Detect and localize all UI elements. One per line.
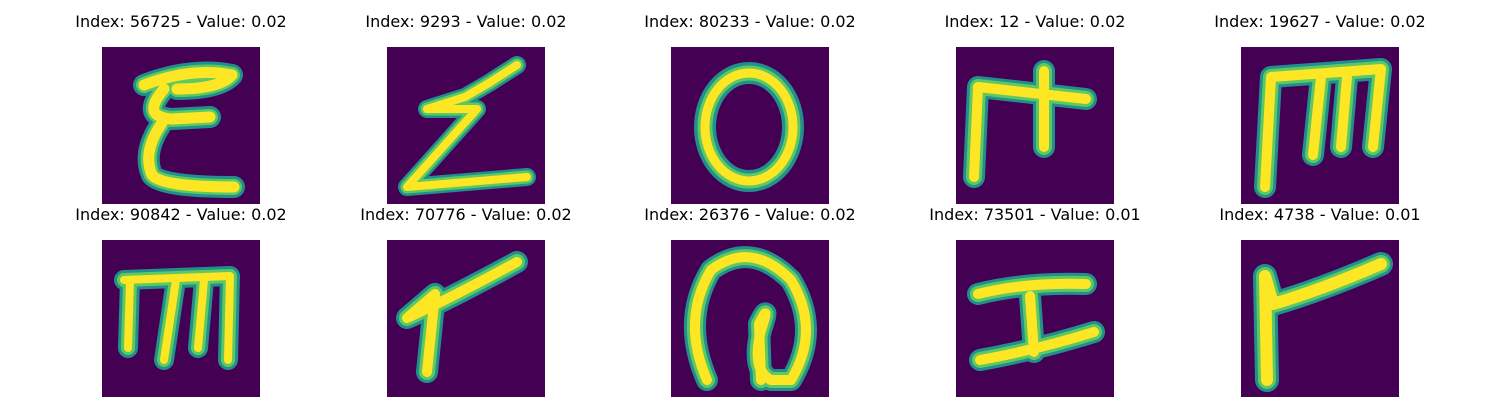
figure-cell: Index: 73501 - Value: 0.01 xyxy=(890,205,1180,397)
figure-title: Index: 80233 - Value: 0.02 xyxy=(644,12,856,31)
figure-title: Index: 9293 - Value: 0.02 xyxy=(365,12,567,31)
glyph-image-letter-m xyxy=(1241,47,1399,204)
glyph-image-letter-t xyxy=(956,47,1114,204)
figure-title: Index: 4738 - Value: 0.01 xyxy=(1219,205,1421,224)
figure-title: Index: 56725 - Value: 0.02 xyxy=(75,12,287,31)
figure-title: Index: 90842 - Value: 0.02 xyxy=(75,205,287,224)
figure-title: Index: 73501 - Value: 0.01 xyxy=(929,205,1141,224)
glyph-image-letter-e xyxy=(102,47,260,204)
figure-title: Index: 26376 - Value: 0.02 xyxy=(644,205,856,224)
glyph-image-letter-r xyxy=(1241,240,1399,397)
figure-title: Index: 12 - Value: 0.02 xyxy=(944,12,1126,31)
figure-title: Index: 70776 - Value: 0.02 xyxy=(360,205,572,224)
glyph-image-letter-i xyxy=(956,240,1114,397)
glyph-image-letter-a xyxy=(671,240,829,397)
figure-cell: Index: 90842 - Value: 0.02 xyxy=(36,205,326,397)
glyph-image-letter-z xyxy=(387,47,545,204)
figure-cell: Index: 26376 - Value: 0.02 xyxy=(605,205,895,397)
glyph-image-letter-o xyxy=(671,47,829,204)
figure-cell: Index: 70776 - Value: 0.02 xyxy=(321,205,611,397)
figure-cell: Index: 9293 - Value: 0.02 xyxy=(321,12,611,204)
glyph-image-letter-r xyxy=(387,240,545,397)
figure-cell: Index: 4738 - Value: 0.01 xyxy=(1175,205,1465,397)
figure-cell: Index: 19627 - Value: 0.02 xyxy=(1175,12,1465,204)
figure-title: Index: 19627 - Value: 0.02 xyxy=(1214,12,1426,31)
glyph-image-letter-m xyxy=(102,240,260,397)
figure-cell: Index: 80233 - Value: 0.02 xyxy=(605,12,895,204)
figure-cell: Index: 12 - Value: 0.02 xyxy=(890,12,1180,204)
figure-cell: Index: 56725 - Value: 0.02 xyxy=(36,12,326,204)
